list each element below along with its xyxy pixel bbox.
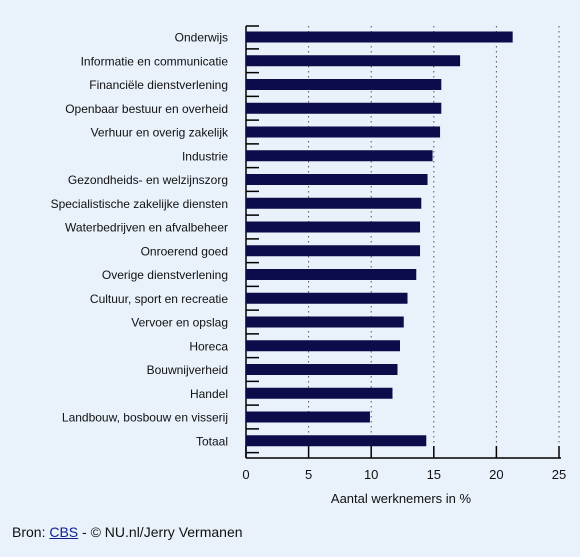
bar-17 (246, 435, 427, 447)
category-label-4: Verhuur en overig zakelijk (91, 126, 229, 140)
x-tick-label-25: 25 (552, 467, 566, 482)
category-label-8: Waterbedrijven en afvalbeheer (65, 221, 228, 235)
category-label-12: Vervoer en opslag (131, 316, 228, 330)
category-label-7: Specialistische zakelijke diensten (51, 197, 228, 211)
x-tick-label-20: 20 (489, 467, 503, 482)
chart-container: Onderwijs Informatie en communicatie Finan… (51, 25, 566, 506)
bar-10 (246, 269, 417, 280)
bar-7 (246, 197, 422, 209)
bar-1 (246, 55, 461, 67)
bar-5 (246, 150, 433, 162)
bar-9 (246, 245, 421, 257)
category-label-10: Overige dienstverlening (102, 268, 228, 282)
category-label-13: Horeca (189, 339, 228, 353)
x-tick-label-5: 5 (305, 467, 312, 482)
category-label-16: Landbouw, bosbouw en visserij (62, 411, 228, 425)
category-label-5: Industrie (182, 149, 228, 163)
x-tick-label-15: 15 (427, 467, 441, 482)
bar-11 (246, 292, 408, 304)
category-label-0: Onderwijs (175, 31, 228, 45)
bar-4 (246, 126, 441, 138)
bar-2 (246, 79, 442, 90)
x-tick-label-10: 10 (364, 467, 378, 482)
x-axis-title: Aantal werknemers in % (331, 491, 472, 506)
bar-12 (246, 316, 404, 328)
source-prefix: Bron: (12, 524, 50, 540)
category-label-15: Handel (190, 387, 228, 401)
cbs-source-link[interactable]: CBS (49, 524, 79, 540)
category-label-6: Gezondheids- en welzijnszorg (68, 173, 228, 187)
bar-16 (246, 411, 370, 423)
bar-13 (246, 340, 400, 352)
x-tick-label-0: 0 (242, 467, 249, 482)
bar-14 (246, 364, 398, 375)
bar-chart: Onderwijs Informatie en communicatie Finan… (51, 25, 566, 506)
bar-0 (246, 31, 513, 43)
category-label-11: Cultuur, sport en recreatie (90, 292, 228, 306)
category-label-2: Financiële dienstverlening (89, 78, 228, 92)
source-line: Bron: CBS - © NU.nl/Jerry Vermanen (12, 524, 243, 540)
category-label-17: Totaal (196, 434, 228, 448)
source-suffix: - © NU.nl/Jerry Vermanen (78, 524, 243, 540)
bar-3 (246, 102, 442, 114)
bar-15 (246, 387, 393, 399)
category-label-3: Openbaar bestuur en overheid (65, 102, 228, 116)
bar-6 (246, 174, 428, 185)
bar-8 (246, 221, 421, 233)
category-label-1: Informatie en communicatie (81, 54, 229, 68)
category-label-14: Bouwnijverheid (147, 363, 228, 377)
category-label-9: Onroerend goed (141, 244, 228, 258)
